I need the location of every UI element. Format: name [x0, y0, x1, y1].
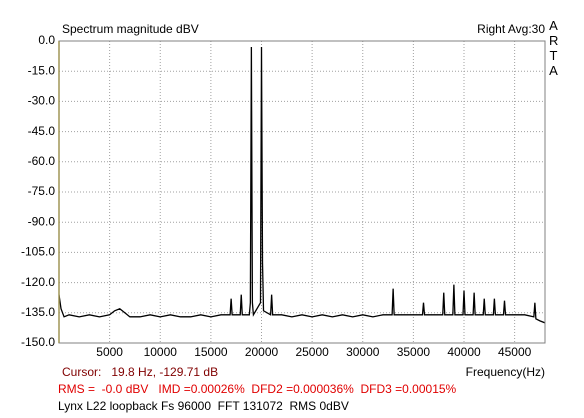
y-tick-label: -135.0 [21, 305, 55, 319]
y-tick-label: -150.0 [21, 335, 55, 349]
x-tick-label: 35000 [397, 345, 431, 359]
x-tick-label: 5000 [96, 345, 123, 359]
y-tick-label: -120.0 [21, 275, 55, 289]
y-tick-label: -45.0 [28, 124, 56, 138]
info-readout: Lynx L22 loopback Fs 96000 FFT 131072 RM… [58, 399, 349, 413]
y-tick-label: 0.0 [38, 33, 55, 47]
y-tick-label: -30.0 [28, 94, 56, 108]
chart-title: Spectrum magnitude dBV [62, 22, 199, 36]
brand-label: ARTA [549, 18, 559, 78]
y-tick-label: -15.0 [28, 63, 56, 77]
x-tick-label: 10000 [144, 345, 178, 359]
x-tick-label: 45000 [498, 345, 532, 359]
cursor-readout: Cursor: 19.8 Hz, -129.71 dB [62, 365, 218, 379]
x-tick-label: 20000 [245, 345, 279, 359]
x-tick-label: 15000 [194, 345, 228, 359]
x-tick-label: 25000 [295, 345, 329, 359]
plot-border [58, 40, 546, 344]
stats-readout: RMS = -0.0 dBV IMD =0.00026% DFD2 =0.000… [58, 382, 457, 396]
y-tick-label: -105.0 [21, 245, 55, 259]
y-tick-label: -90.0 [28, 214, 56, 228]
y-tick-label: -60.0 [28, 154, 56, 168]
spectrum-line [59, 47, 545, 324]
x-tick-label: 30000 [346, 345, 380, 359]
x-axis-label: Frequency(Hz) [466, 365, 545, 379]
y-tick-label: -75.0 [28, 184, 56, 198]
channel-label: Right Avg:30 [477, 22, 545, 36]
x-tick-label: 40000 [447, 345, 481, 359]
